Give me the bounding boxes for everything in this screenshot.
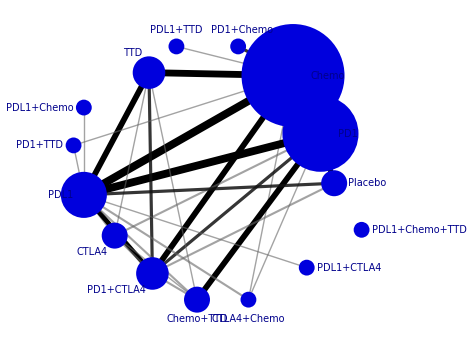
Text: PDL1: PDL1 bbox=[48, 190, 73, 200]
Point bbox=[245, 297, 252, 303]
Text: PDL1+Chemo: PDL1+Chemo bbox=[6, 103, 73, 113]
Point bbox=[111, 233, 118, 238]
Text: CTLA4+Chemo: CTLA4+Chemo bbox=[212, 314, 285, 324]
Point bbox=[358, 227, 365, 232]
Point bbox=[234, 44, 242, 49]
Text: PD1: PD1 bbox=[337, 129, 357, 139]
Point bbox=[145, 70, 153, 75]
Text: Chemo: Chemo bbox=[310, 70, 345, 81]
Point bbox=[70, 143, 77, 148]
Point bbox=[149, 271, 156, 276]
Text: PDL1+CTLA4: PDL1+CTLA4 bbox=[317, 263, 382, 273]
Point bbox=[173, 44, 180, 49]
Point bbox=[330, 180, 338, 186]
Text: CTLA4: CTLA4 bbox=[77, 247, 108, 257]
Text: PD1+CTLA4: PD1+CTLA4 bbox=[87, 285, 146, 295]
Text: PD1+TTD: PD1+TTD bbox=[16, 140, 63, 150]
Point bbox=[289, 73, 297, 78]
Text: PDL1+TTD: PDL1+TTD bbox=[150, 25, 203, 35]
Text: PDL1+Chemo+TTD: PDL1+Chemo+TTD bbox=[372, 225, 467, 235]
Text: Chemo+TTD: Chemo+TTD bbox=[166, 314, 228, 324]
Point bbox=[193, 297, 201, 303]
Point bbox=[303, 265, 310, 270]
Point bbox=[80, 192, 88, 198]
Text: TTD: TTD bbox=[123, 48, 142, 58]
Point bbox=[317, 131, 324, 136]
Point bbox=[80, 105, 88, 110]
Text: Placebo: Placebo bbox=[348, 178, 386, 188]
Text: PD1+Chemo: PD1+Chemo bbox=[210, 25, 273, 35]
